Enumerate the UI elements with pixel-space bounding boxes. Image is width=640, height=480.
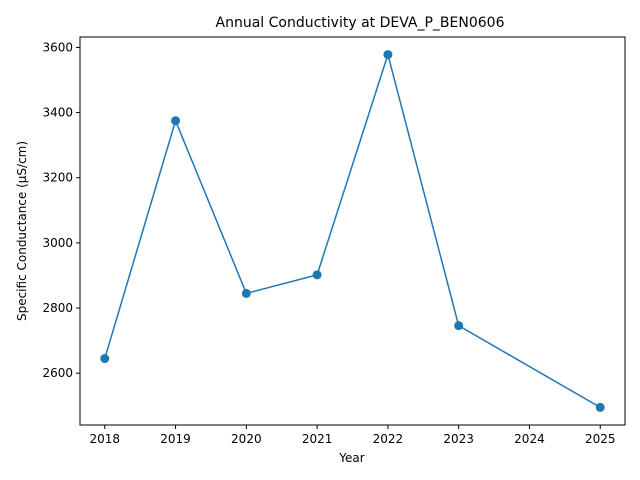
plot-frame (79, 36, 626, 426)
data-point (595, 402, 605, 412)
series-layer (100, 50, 605, 412)
y-tick-label: 2600 (42, 366, 73, 380)
x-tick-label: 2024 (514, 432, 545, 446)
y-tick-label: 3000 (42, 236, 73, 250)
x-axis-label: Year (338, 451, 364, 465)
data-point (241, 288, 251, 298)
y-tick-label: 3600 (42, 40, 73, 54)
data-point (100, 354, 110, 364)
y-tick-label: 2800 (42, 301, 73, 315)
series-line (104, 51, 601, 409)
y-tick-label: 3400 (42, 106, 73, 120)
x-tick-label: 2021 (302, 432, 333, 446)
x-tick-label: 2018 (89, 432, 120, 446)
chart-title: Annual Conductivity at DEVA_P_BEN0606 (216, 15, 505, 31)
data-point (171, 116, 181, 126)
x-tick-label: 2020 (231, 432, 262, 446)
data-point (383, 50, 393, 60)
x-tick-label: 2019 (160, 432, 191, 446)
y-tick-label: 3200 (42, 171, 73, 185)
x-tick-label: 2023 (443, 432, 474, 446)
data-point (454, 321, 464, 331)
data-point (312, 270, 322, 280)
x-tick-label: 2025 (585, 432, 616, 446)
y-axis: 2600 2800 3000 3200 3400 3600 (42, 40, 80, 380)
plot-area (79, 36, 626, 426)
x-tick-label: 2022 (373, 432, 404, 446)
x-axis: 2018 2019 2020 2021 2022 2023 2024 2025 (89, 425, 616, 446)
y-axis-label: Specific Conductance (µS/cm) (15, 141, 29, 321)
